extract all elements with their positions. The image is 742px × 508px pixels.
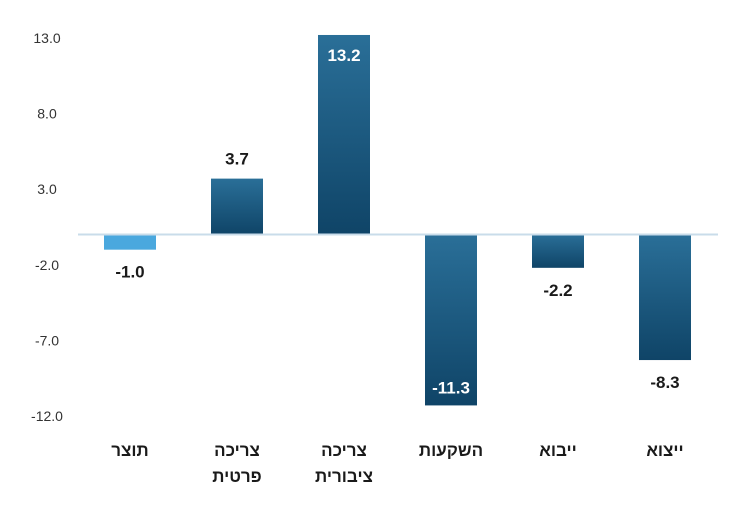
bar (318, 34, 370, 235)
category-label: השקעות (419, 441, 483, 460)
y-tick-label: 3.0 (37, 181, 57, 197)
data-label: -11.3 (432, 378, 470, 397)
bar (532, 234, 584, 268)
bar (104, 234, 156, 250)
data-label: -8.3 (650, 373, 679, 392)
data-label: 13.2 (327, 46, 360, 65)
bar (639, 234, 691, 361)
category-label: תוצר (111, 441, 148, 460)
data-label: 3.7 (225, 150, 249, 169)
category-label: ייצוא (646, 441, 683, 460)
x-axis-labels: תוצר צריכה פרטית צריכה ציבורית השקעות ייבוא ייצ… (111, 441, 683, 486)
y-axis: 13.0 8.0 3.0 -2.0 -7.0 -12.0 (31, 30, 63, 424)
category-label: צריכה פרטית (212, 441, 262, 486)
bar (211, 178, 263, 235)
y-tick-label: -7.0 (35, 332, 59, 348)
bar (425, 234, 477, 406)
category-label: צריכה ציבורית (315, 441, 373, 486)
bars (104, 34, 691, 406)
y-tick-label: 8.0 (37, 106, 57, 122)
data-label: -1.0 (115, 263, 144, 282)
value-labels: -1.0 3.7 13.2 -11.3 -2.2 -8.3 (115, 46, 679, 397)
category-label: ייבוא (539, 441, 577, 460)
y-tick-label: -12.0 (31, 408, 63, 424)
y-tick-label: -2.0 (35, 257, 59, 273)
y-tick-label: 13.0 (33, 30, 60, 46)
data-label: -2.2 (543, 281, 572, 300)
